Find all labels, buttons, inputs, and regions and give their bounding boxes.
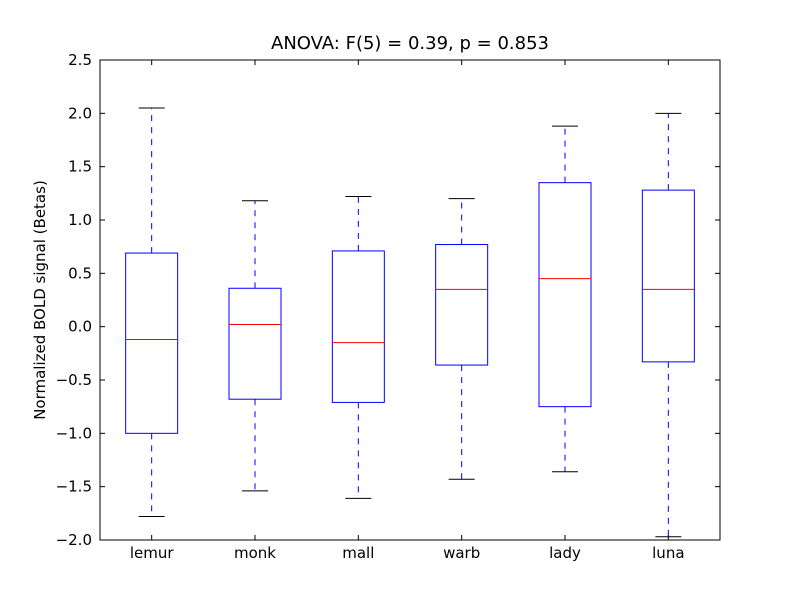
x-tick-label: lemur — [130, 544, 175, 562]
y-axis-label: Normalized BOLD signal (Betas) — [31, 180, 49, 420]
y-tick-label: 1.5 — [68, 158, 92, 176]
y-tick-label: −1.5 — [56, 478, 92, 496]
y-tick-label: 0.5 — [68, 264, 92, 282]
x-tick-label: luna — [652, 544, 684, 562]
box-luna — [641, 189, 695, 363]
y-tick-label: 1.0 — [68, 211, 92, 229]
x-tick-label: lady — [549, 544, 581, 562]
x-tick-label: mall — [342, 544, 374, 562]
y-tick-label: 2.0 — [68, 104, 92, 122]
chart-title: ANOVA: F(5) = 0.39, p = 0.853 — [271, 33, 549, 54]
x-tick-label: monk — [234, 544, 276, 562]
box-lemur — [125, 252, 179, 434]
box-warb — [435, 244, 489, 366]
box-mall — [331, 250, 385, 403]
box-lady — [538, 182, 592, 408]
y-tick-label: 2.5 — [68, 51, 92, 69]
plot-frame — [99, 59, 721, 541]
y-tick-label: −0.5 — [56, 371, 92, 389]
x-tick-label: warb — [443, 544, 480, 562]
y-tick-label: 0.0 — [68, 318, 92, 336]
y-tick-label: −1.0 — [56, 424, 92, 442]
box-monk — [228, 287, 282, 400]
y-tick-label: −2.0 — [56, 531, 92, 549]
